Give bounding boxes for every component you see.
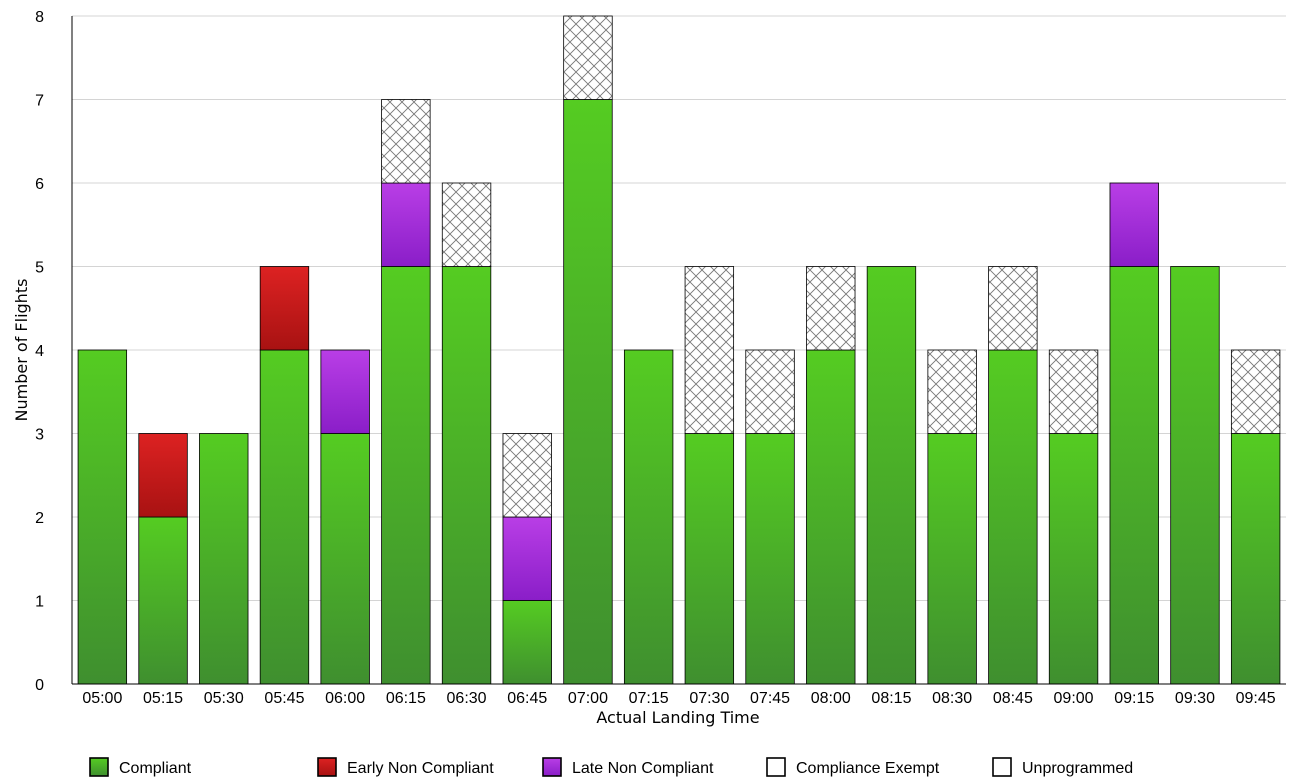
- bar-compliant: [1048, 433, 1099, 685]
- bar-early-non-compliant: [138, 433, 188, 518]
- y-tick-label: 7: [35, 93, 44, 110]
- bar-late-non-compliant: [502, 516, 552, 601]
- legend-item-late-non-compliant: Late Non Compliant: [542, 757, 714, 777]
- y-axis-title: Number of Flights: [12, 279, 31, 422]
- x-tick-label: 06:00: [325, 690, 365, 707]
- x-tick-label: 08:30: [932, 690, 972, 707]
- legend-label: Early Non Compliant: [347, 760, 494, 777]
- legend-label: Compliance Exempt: [796, 760, 940, 777]
- bar-compliance-exempt: [745, 349, 795, 434]
- x-tick-label: 09:45: [1236, 690, 1276, 707]
- legend-swatch: [992, 757, 1012, 777]
- bar-compliance-exempt: [502, 433, 552, 518]
- legend-swatch: [89, 757, 109, 777]
- bars: [77, 15, 1281, 685]
- x-tick-label: 09:30: [1175, 690, 1215, 707]
- bar-compliant: [563, 99, 613, 685]
- bar-compliant: [623, 349, 674, 685]
- bar-compliant: [927, 433, 977, 685]
- x-tick-label: 05:15: [143, 690, 183, 707]
- bar-compliance-exempt: [1048, 349, 1099, 434]
- y-tick-label: 5: [35, 260, 44, 277]
- bar-compliance-exempt: [806, 266, 856, 351]
- legend-label: Compliant: [119, 760, 192, 777]
- x-axis-title: Actual Landing Time: [596, 708, 759, 727]
- bar-compliant: [199, 433, 249, 685]
- legend-swatch: [766, 757, 786, 777]
- x-tick-label: 05:00: [82, 690, 122, 707]
- bar-compliant: [1170, 266, 1220, 685]
- bar-compliance-exempt: [563, 15, 613, 100]
- bar-late-non-compliant: [1109, 182, 1159, 267]
- y-tick-label: 6: [35, 176, 44, 193]
- legend: Compliant Early Non Compliant Late Non Com…: [89, 757, 1133, 777]
- legend-label: Late Non Compliant: [572, 760, 714, 777]
- bar-compliant: [381, 266, 431, 685]
- x-tick-label: 09:15: [1114, 690, 1154, 707]
- y-tick-label: 4: [35, 343, 44, 360]
- x-tick-label: 08:15: [871, 690, 911, 707]
- bar-compliance-exempt: [1230, 349, 1281, 434]
- x-tick-label: 07:00: [568, 690, 608, 707]
- x-tick-label: 07:15: [629, 690, 669, 707]
- y-tick-labels: 0 1 2 3 4 5 6 7 8: [35, 9, 44, 694]
- legend-swatch: [317, 757, 337, 777]
- x-tick-label: 09:00: [1054, 690, 1094, 707]
- legend-item-compliance-exempt: Compliance Exempt: [766, 757, 940, 777]
- legend-item-compliant: Compliant: [89, 757, 192, 777]
- bar-compliant: [684, 433, 735, 685]
- y-tick-label: 3: [35, 427, 44, 444]
- bar-compliant: [1109, 266, 1159, 685]
- x-tick-label: 07:30: [689, 690, 729, 707]
- bar-compliance-exempt: [441, 182, 492, 267]
- legend-item-unprogrammed: Unprogrammed: [992, 757, 1133, 777]
- x-tick-label: 07:45: [750, 690, 790, 707]
- bar-compliant: [441, 266, 492, 685]
- x-tick-label: 08:45: [993, 690, 1033, 707]
- x-tick-label: 06:45: [507, 690, 547, 707]
- bar-compliance-exempt: [381, 99, 431, 184]
- bar-compliance-exempt: [927, 349, 977, 434]
- y-tick-label: 0: [35, 677, 44, 694]
- bar-compliance-exempt: [684, 266, 735, 434]
- bar-early-non-compliant: [259, 266, 310, 351]
- legend-item-early-non-compliant: Early Non Compliant: [317, 757, 494, 777]
- x-tick-labels: 05:00 05:15 05:30 05:45 06:00 06:15 06:30 06:45…: [82, 690, 1275, 707]
- y-tick-label: 8: [35, 9, 44, 26]
- bar-compliant: [502, 600, 552, 685]
- x-tick-label: 06:15: [386, 690, 426, 707]
- bar-compliant: [320, 433, 370, 685]
- grid-lines: [72, 15, 1286, 601]
- x-tick-label: 06:30: [447, 690, 487, 707]
- x-tick-label: 05:30: [204, 690, 244, 707]
- bar-late-non-compliant: [381, 182, 431, 267]
- bar-compliant: [77, 349, 128, 685]
- y-tick-label: 1: [35, 594, 44, 611]
- bar-compliance-exempt: [988, 266, 1038, 351]
- x-tick-label: 08:00: [811, 690, 851, 707]
- bar-compliant: [806, 349, 856, 685]
- bar-compliant: [259, 349, 310, 685]
- axes: [71, 16, 1286, 685]
- legend-swatch: [542, 757, 562, 777]
- bar-compliant: [988, 349, 1038, 685]
- bar-compliant: [138, 516, 188, 685]
- bar-compliant: [1230, 433, 1281, 685]
- y-tick-label: 2: [35, 510, 44, 527]
- x-tick-label: 05:45: [264, 690, 304, 707]
- bar-late-non-compliant: [320, 349, 370, 434]
- legend-label: Unprogrammed: [1022, 760, 1133, 777]
- bar-compliant: [745, 433, 795, 685]
- bar-compliant: [866, 266, 917, 685]
